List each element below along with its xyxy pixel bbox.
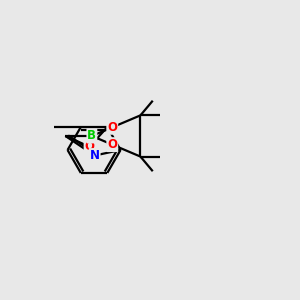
Text: O: O bbox=[107, 121, 117, 134]
Text: N: N bbox=[90, 149, 100, 162]
Text: O: O bbox=[107, 138, 117, 151]
Text: O: O bbox=[85, 140, 94, 153]
Text: B: B bbox=[87, 130, 96, 142]
